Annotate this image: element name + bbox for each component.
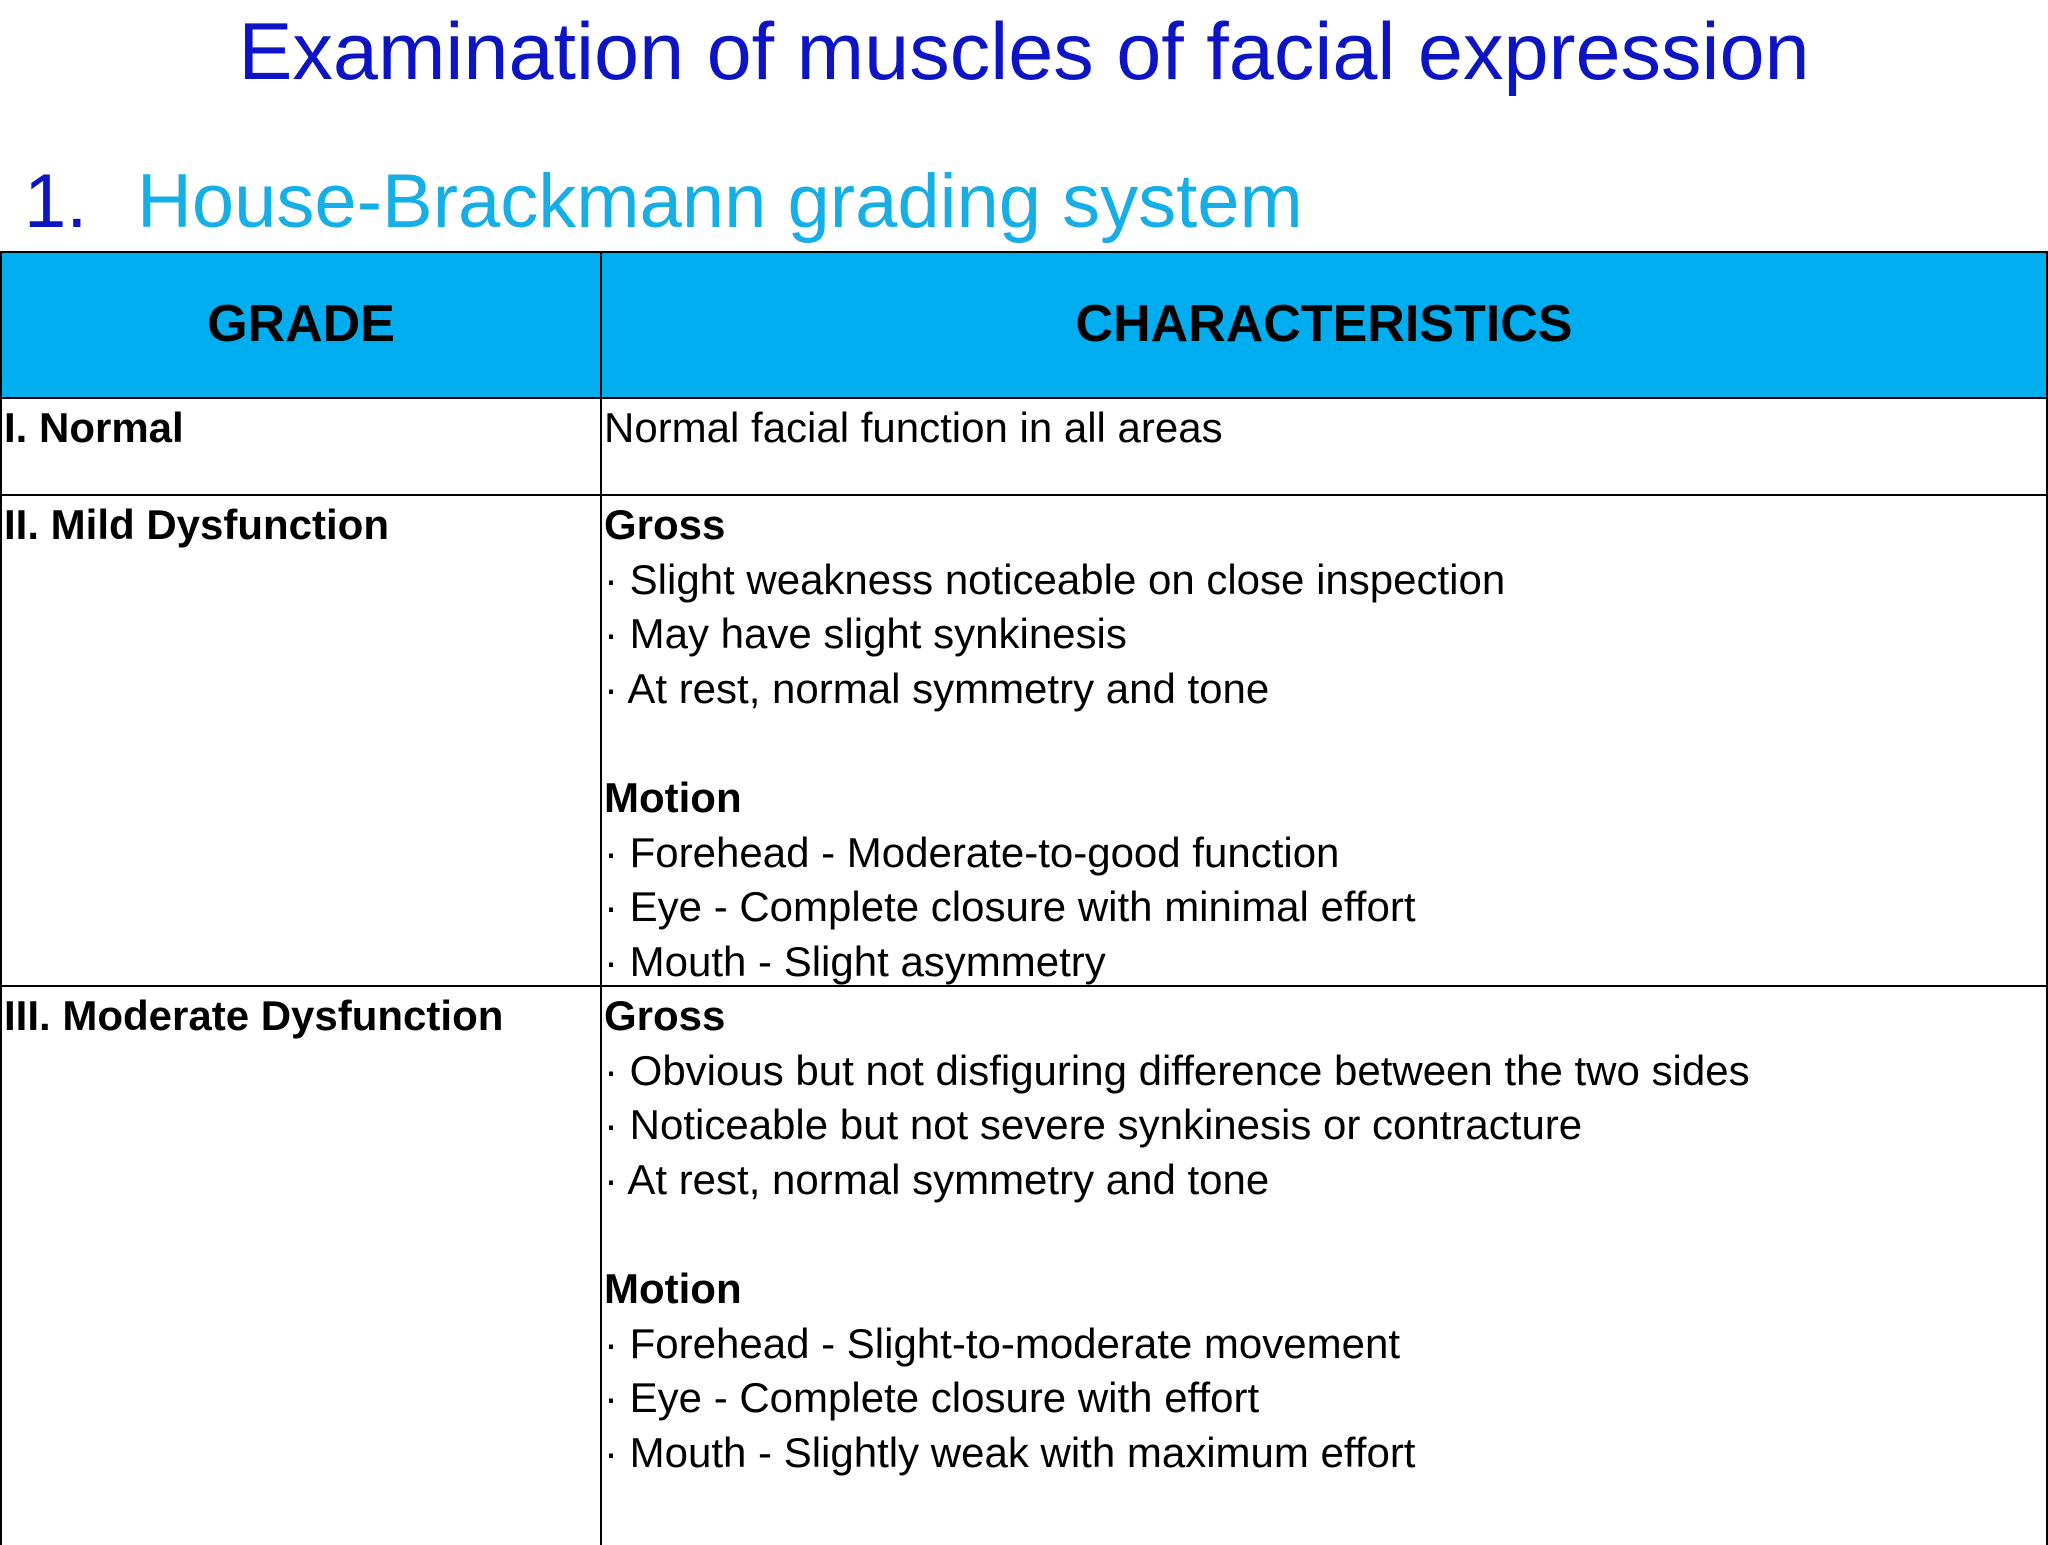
bullet-item: · Eye - Complete closure with minimal ef… — [604, 883, 1416, 931]
characteristics-section: Gross · Slight weakness noticeable on clo… — [604, 498, 2046, 716]
bullet-item: · At rest, normal symmetry and tone — [604, 1155, 1270, 1203]
bullet-item: · Noticeable but not severe synkinesis o… — [604, 1101, 1583, 1149]
bullet-item: · Eye - Complete closure with effort — [604, 1374, 1260, 1422]
bullet-item: · Slight weakness noticeable on close in… — [604, 555, 1506, 603]
slide-title: Examination of muscles of facial express… — [238, 7, 1810, 97]
header-cell: GRADE — [0, 253, 602, 397]
section-number: 1. — [24, 159, 88, 244]
subheading: Motion — [604, 1264, 742, 1312]
bullet-item: · Obvious but not disfiguring difference… — [604, 1046, 1750, 1094]
characteristics-section: Motion · Forehead - Slight-to-moderate mo… — [604, 1262, 2046, 1480]
characteristics-section: Motion · Forehead - Moderate-to-good func… — [604, 771, 2046, 985]
subheading: Gross — [604, 501, 726, 548]
characteristics-section: Gross · Obvious but not disfiguring diffe… — [604, 989, 2046, 1207]
characteristics-cell: Normal facial function in all areas — [602, 399, 2048, 494]
grading-table: GRADE CHARACTERISTICS I. Normal Normal fa… — [0, 251, 2048, 1545]
section-title: House-Brackmann grading system — [137, 159, 1303, 244]
subheading: Gross — [604, 992, 726, 1039]
characteristics-cell: Gross · Obvious but not disfiguring diffe… — [602, 987, 2048, 1545]
bullet-item: · Mouth - Slight asymmetry — [604, 937, 1106, 985]
table-row: I. Normal Normal facial function in all a… — [0, 397, 2048, 494]
table-row: II. Mild Dysfunction Gross · Slight weakne… — [0, 494, 2048, 985]
characteristics-cell: Gross · Slight weakness noticeable on clo… — [602, 496, 2048, 985]
table-header: GRADE CHARACTERISTICS — [0, 251, 2048, 397]
header-cell: CHARACTERISTICS — [602, 253, 2048, 397]
bullet-item: · Forehead - Moderate-to-good function — [604, 828, 1340, 876]
grade-cell: I. Normal — [0, 399, 602, 494]
grade-cell: II. Mild Dysfunction — [0, 496, 602, 985]
grade-cell: III. Moderate Dysfunction — [0, 987, 602, 1545]
characteristics-section: Normal facial function in all areas — [604, 401, 2046, 456]
bullet-item: · At rest, normal symmetry and tone — [604, 664, 1270, 712]
bullet-item: · Forehead - Slight-to-moderate movement — [604, 1319, 1401, 1367]
bullet-item: · Mouth - Slightly weak with maximum eff… — [604, 1428, 1416, 1476]
bullet-item: · May have slight synkinesis — [604, 610, 1127, 658]
table-row: III. Moderate Dysfunction Gross · Obvious … — [0, 985, 2048, 1545]
subheading: Motion — [604, 773, 742, 821]
section-heading: 1. House-Brackmann grading system — [24, 154, 1303, 250]
description: Normal facial function in all areas — [604, 404, 1223, 451]
